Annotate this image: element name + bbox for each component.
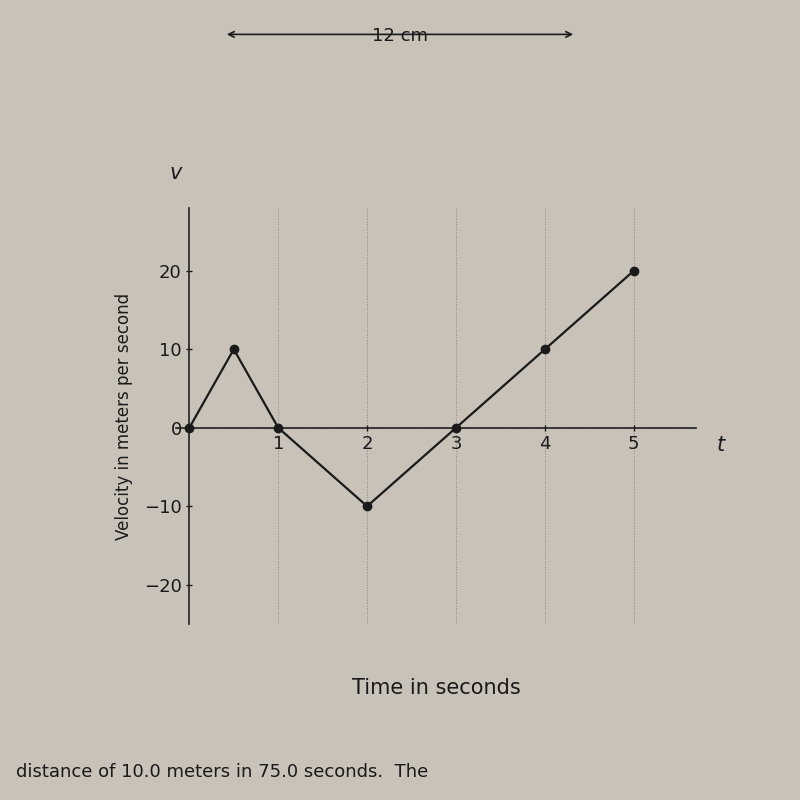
Text: t: t	[717, 435, 725, 455]
Y-axis label: Velocity in meters per second: Velocity in meters per second	[114, 293, 133, 539]
Text: 12 cm: 12 cm	[372, 27, 428, 45]
X-axis label: Time in seconds: Time in seconds	[352, 678, 520, 698]
Text: distance of 10.0 meters in 75.0 seconds.  The: distance of 10.0 meters in 75.0 seconds.…	[16, 763, 428, 781]
Text: v: v	[170, 163, 182, 183]
